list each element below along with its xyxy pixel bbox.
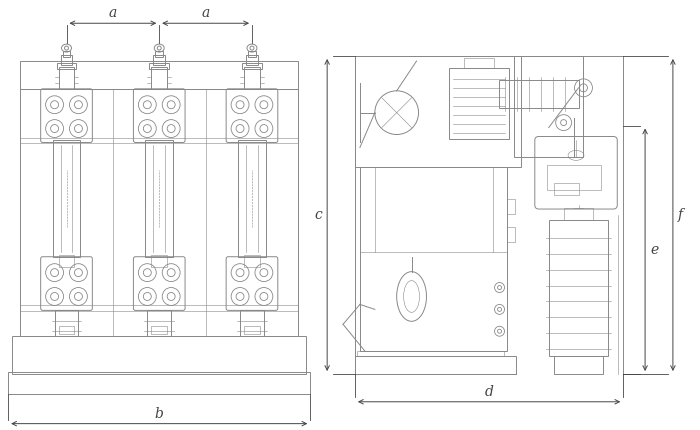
Text: a: a (202, 6, 210, 20)
Bar (155, 51, 163, 57)
Bar (59, 255, 74, 267)
Bar (248, 51, 256, 57)
Bar (357, 351, 505, 356)
Text: c: c (314, 208, 322, 222)
Bar (12, 336, 307, 374)
Bar (360, 167, 508, 351)
Bar (59, 326, 74, 334)
Text: f: f (678, 208, 683, 222)
Bar (242, 63, 262, 69)
Bar (151, 67, 167, 89)
Bar (153, 55, 165, 65)
Bar (514, 56, 584, 157)
Bar (240, 310, 264, 336)
Bar (57, 63, 76, 69)
Bar (20, 305, 298, 311)
Bar (547, 165, 601, 190)
Bar (238, 141, 266, 257)
Bar (147, 310, 172, 336)
Bar (59, 67, 74, 89)
Bar (244, 67, 260, 89)
Bar (8, 372, 310, 394)
Bar (151, 255, 167, 267)
Bar (55, 310, 78, 336)
Bar (554, 183, 578, 195)
Bar (52, 141, 80, 257)
Bar (146, 141, 173, 257)
Bar (62, 51, 71, 57)
Bar (549, 220, 608, 356)
Bar (246, 55, 258, 65)
Bar (508, 227, 515, 242)
Text: a: a (108, 6, 117, 20)
Bar (464, 58, 494, 68)
Bar (20, 61, 298, 89)
Bar (554, 356, 603, 374)
Bar (499, 80, 578, 108)
Bar (20, 89, 298, 336)
Bar (564, 208, 594, 220)
Bar (60, 55, 73, 65)
Bar (20, 138, 298, 144)
Bar (508, 199, 515, 214)
Bar (244, 326, 260, 334)
Text: d: d (484, 385, 494, 399)
Text: b: b (155, 407, 164, 421)
Bar (151, 326, 167, 334)
Text: e: e (650, 243, 658, 257)
Bar (244, 255, 260, 267)
Bar (355, 356, 516, 374)
Bar (149, 63, 169, 69)
Bar (449, 68, 509, 139)
Bar (355, 56, 522, 167)
